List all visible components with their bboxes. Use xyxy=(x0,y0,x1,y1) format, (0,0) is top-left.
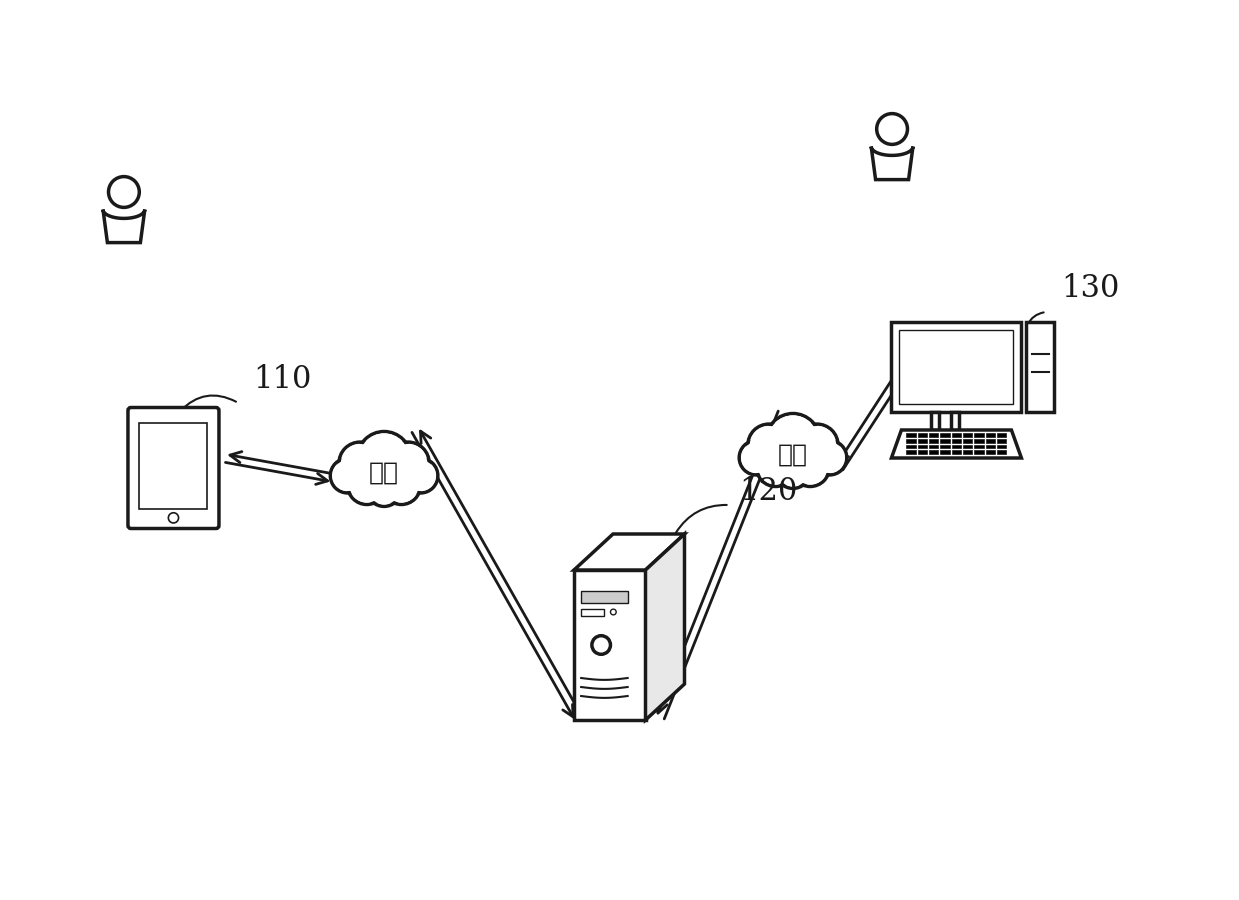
Polygon shape xyxy=(891,430,1021,458)
Bar xyxy=(932,412,939,430)
Text: 110: 110 xyxy=(254,364,312,395)
Bar xyxy=(940,439,950,443)
Bar xyxy=(940,433,950,436)
Circle shape xyxy=(382,466,420,505)
Polygon shape xyxy=(574,534,684,570)
Bar xyxy=(952,433,961,436)
Circle shape xyxy=(748,424,790,466)
Bar xyxy=(907,445,916,448)
Circle shape xyxy=(611,609,616,615)
Circle shape xyxy=(109,176,139,207)
Bar xyxy=(997,439,1006,443)
Bar xyxy=(918,450,927,454)
Circle shape xyxy=(357,431,411,485)
Circle shape xyxy=(741,442,772,473)
Bar xyxy=(963,439,973,443)
Circle shape xyxy=(877,113,907,144)
Circle shape xyxy=(169,513,178,523)
Circle shape xyxy=(348,466,387,505)
Bar xyxy=(974,450,984,454)
Bar xyxy=(929,433,938,436)
Bar xyxy=(963,450,973,454)
Bar xyxy=(963,433,973,436)
Polygon shape xyxy=(103,210,145,243)
Polygon shape xyxy=(574,570,646,720)
Bar xyxy=(952,412,959,430)
Bar xyxy=(940,445,950,448)
Circle shape xyxy=(793,450,828,484)
Bar xyxy=(986,433,995,436)
Bar xyxy=(963,445,973,448)
Bar xyxy=(581,591,628,603)
Circle shape xyxy=(332,460,363,491)
Circle shape xyxy=(795,424,838,466)
Circle shape xyxy=(776,454,810,489)
Bar xyxy=(907,433,916,436)
Circle shape xyxy=(389,444,427,482)
Bar xyxy=(929,450,938,454)
Bar xyxy=(581,609,605,616)
Bar xyxy=(986,445,995,448)
Bar xyxy=(997,445,1006,448)
Bar xyxy=(952,450,961,454)
Bar xyxy=(974,439,984,443)
Circle shape xyxy=(331,458,366,493)
Circle shape xyxy=(405,460,436,491)
Circle shape xyxy=(766,413,820,467)
Text: 130: 130 xyxy=(1062,273,1120,304)
Bar xyxy=(900,330,1014,404)
Circle shape xyxy=(758,450,793,484)
Circle shape xyxy=(592,635,611,654)
Circle shape xyxy=(367,472,401,507)
Circle shape xyxy=(403,458,437,493)
Bar xyxy=(974,433,984,436)
Bar xyxy=(986,439,995,443)
Text: 网络: 网络 xyxy=(369,461,399,485)
Bar xyxy=(974,445,984,448)
Circle shape xyxy=(768,416,818,465)
Bar xyxy=(940,450,950,454)
Bar xyxy=(918,439,927,443)
Text: 120: 120 xyxy=(740,476,798,507)
Bar xyxy=(891,322,1021,412)
Bar xyxy=(997,433,1006,436)
Text: 网络: 网络 xyxy=(778,443,808,467)
Bar xyxy=(140,423,207,508)
Bar xyxy=(907,439,916,443)
Circle shape xyxy=(349,468,384,502)
Circle shape xyxy=(339,442,382,484)
Circle shape xyxy=(812,440,846,475)
Polygon shape xyxy=(871,147,913,180)
Bar xyxy=(997,450,1006,454)
Circle shape xyxy=(778,455,808,487)
Circle shape xyxy=(387,442,429,484)
Circle shape xyxy=(757,448,795,487)
Bar xyxy=(918,445,927,448)
Bar xyxy=(929,445,938,448)
Bar xyxy=(952,445,961,448)
Bar xyxy=(907,450,916,454)
FancyBboxPatch shape xyxy=(128,408,219,528)
Circle shape xyxy=(814,442,845,473)
Bar xyxy=(986,450,995,454)
Circle shape xyxy=(750,426,788,464)
Bar xyxy=(1026,322,1054,412)
Bar xyxy=(929,439,938,443)
Circle shape xyxy=(341,444,379,482)
Bar xyxy=(952,439,961,443)
Circle shape xyxy=(740,440,774,475)
Circle shape xyxy=(359,434,409,483)
Polygon shape xyxy=(646,534,684,720)
Circle shape xyxy=(798,426,836,464)
Circle shape xyxy=(384,468,419,502)
Circle shape xyxy=(790,448,829,487)
Circle shape xyxy=(369,473,399,505)
Bar xyxy=(918,433,927,436)
